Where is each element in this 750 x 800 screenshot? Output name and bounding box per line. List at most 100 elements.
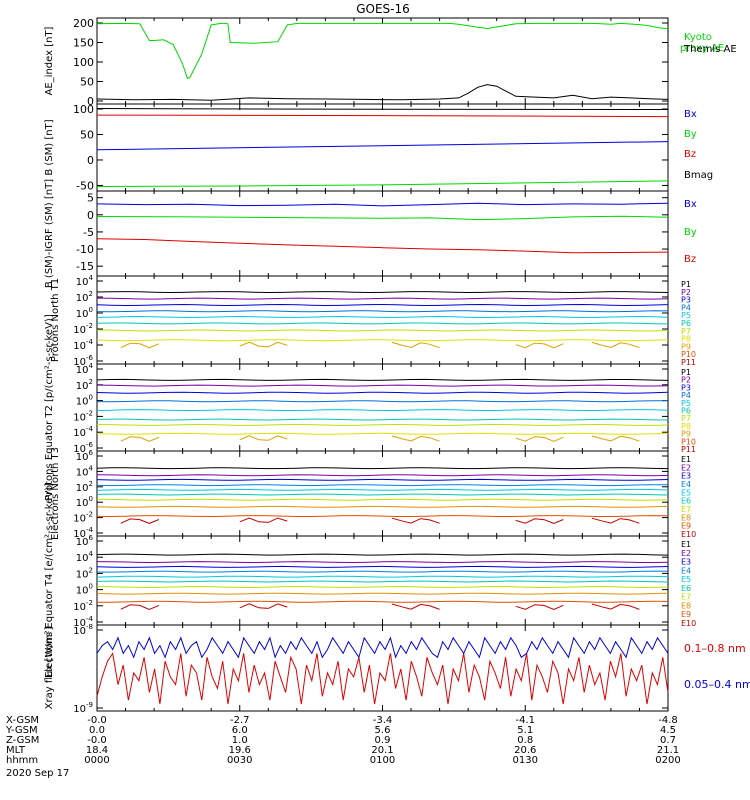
series-line-kyoto-proxy-ae	[96, 22, 669, 80]
x-axis-value: -4.1	[515, 715, 535, 726]
legend-entry: E1	[681, 540, 691, 549]
legend-entry: P3	[681, 383, 691, 392]
channel-line-p6	[96, 322, 669, 325]
x-axis-value: -0.0	[87, 735, 107, 746]
legend-entry: P4	[681, 391, 691, 400]
channel-fragment	[120, 518, 160, 524]
legend-entry: E7	[681, 505, 691, 514]
y-tick-label: 0	[87, 95, 94, 108]
y-tick-label: 10-8	[73, 623, 93, 637]
x-axis-value: 20.1	[371, 745, 393, 756]
legend-entry: Bz	[684, 149, 696, 160]
legend-entry: E3	[681, 558, 691, 567]
legend-entry: P10	[681, 437, 696, 446]
legend-entry: P5	[681, 311, 691, 320]
channel-line-e5	[96, 575, 669, 578]
x-axis-value: 0.0	[89, 725, 105, 736]
y-tick-label: -50	[76, 179, 94, 192]
y-tick-label: 104	[76, 362, 94, 376]
channel-fragment	[515, 604, 564, 610]
y-tick-label: -5	[83, 226, 94, 239]
x-axis-row-label: Z-GSM	[6, 735, 39, 746]
legend-entry: 0.1–0.8 nm	[684, 642, 746, 655]
legend-entry: E8	[681, 601, 691, 610]
y-tick-label: 5	[87, 192, 94, 205]
y-axis-label: B (SM)-IGRF (SM) [nT]	[44, 179, 55, 288]
legend-entry: E4	[681, 566, 691, 575]
plot-title: GOES-16	[356, 2, 410, 16]
y-tick-label: 102	[76, 378, 93, 392]
channel-line-p3	[96, 391, 669, 394]
channel-fragment	[515, 342, 564, 349]
legend-entry: 0.05–0.4 nm	[684, 678, 750, 691]
legend-entry: Bmag	[684, 170, 713, 181]
legend-entry: E5	[681, 488, 691, 497]
channel-fragment	[120, 342, 160, 349]
x-axis-date: 2020 Sep 17	[6, 768, 69, 779]
y-axis-label: B (SM) [nT]	[44, 119, 55, 175]
channel-line-p1	[96, 378, 669, 381]
series-line-bz	[96, 114, 669, 118]
legend-entry: P6	[681, 319, 691, 328]
legend-entry: Bx	[684, 199, 697, 210]
y-tick-label: 102	[76, 290, 93, 304]
x-axis-value: 5.6	[375, 725, 391, 736]
x-axis-value: 1.0	[232, 735, 248, 746]
x-axis-row-label: Y-GSM	[5, 725, 38, 736]
series-line-short-band	[96, 636, 669, 659]
channel-fragment	[591, 435, 640, 442]
legend-entry: E3	[681, 472, 691, 481]
x-axis-value: 5.1	[517, 725, 533, 736]
channel-line-p4	[96, 310, 669, 313]
y-tick-label: 104	[76, 274, 94, 288]
panel-frame	[96, 103, 669, 192]
legend-entry: Bz	[684, 254, 696, 265]
legend-entry: P7	[681, 327, 691, 336]
channel-line-e1	[96, 467, 669, 470]
channel-fragment	[239, 435, 288, 441]
x-axis-value: 0030	[227, 755, 252, 766]
x-axis-value: 21.1	[657, 745, 679, 756]
channel-line-e8	[96, 505, 669, 508]
panel-frame	[96, 17, 669, 105]
channel-fragment	[120, 436, 160, 442]
x-axis-value: 19.6	[229, 745, 251, 756]
panel-2: B (SM) [nT] -50 0 50 100 Bx By Bz Bmag	[44, 103, 713, 192]
legend-entry: P3	[681, 296, 691, 305]
channel-fragment	[391, 517, 440, 524]
channel-line-p8	[96, 339, 669, 342]
channel-line-p7	[96, 329, 669, 332]
panel-8: Xray flux [W/m²] 10-9 10-8 0.1–0.8 nm 0.05–0…	[44, 623, 750, 715]
channel-fragment	[591, 603, 640, 610]
legend-entry: P8	[681, 335, 691, 344]
channel-line-p2	[96, 297, 669, 300]
panel-5: Protons Equator T2 [p/(cm²-s-sr-keV)] 10-…	[44, 314, 696, 501]
y-tick-label: 100	[76, 495, 93, 509]
panel-frame	[96, 363, 669, 452]
y-tick-label: 10-2	[73, 409, 93, 423]
legend-entry: P9	[681, 430, 691, 439]
legend-entry: E1	[681, 455, 691, 464]
y-tick-label: 150	[73, 37, 94, 50]
y-tick-label: 100	[76, 306, 93, 320]
x-axis-value: 0000	[84, 755, 109, 766]
channel-line-e5	[96, 488, 669, 491]
series-line-by	[96, 180, 669, 187]
legend-entry: Bx	[684, 109, 697, 120]
legend-entry: P4	[681, 303, 691, 312]
y-axis-label: Xray flux [W/m²]	[44, 627, 55, 710]
channel-fragment	[515, 436, 564, 442]
channel-line-p5	[96, 315, 669, 319]
panel-4: Protons North T110-610-410-2100102104P1P…	[50, 274, 696, 368]
legend-entry: P9	[681, 342, 691, 351]
legend-entry: P10	[681, 350, 696, 359]
legend-entry: E2	[681, 549, 691, 558]
legend-entry: P1	[681, 280, 691, 289]
channel-line-p2	[96, 384, 669, 387]
legend-entry: P11	[681, 445, 696, 454]
y-tick-label: 100	[76, 583, 93, 597]
panel-6: Electrons North T3 10-410-2100102104106E1…	[50, 447, 696, 540]
x-axis-value: -3.4	[373, 715, 393, 726]
legend-entry: By	[684, 227, 697, 238]
